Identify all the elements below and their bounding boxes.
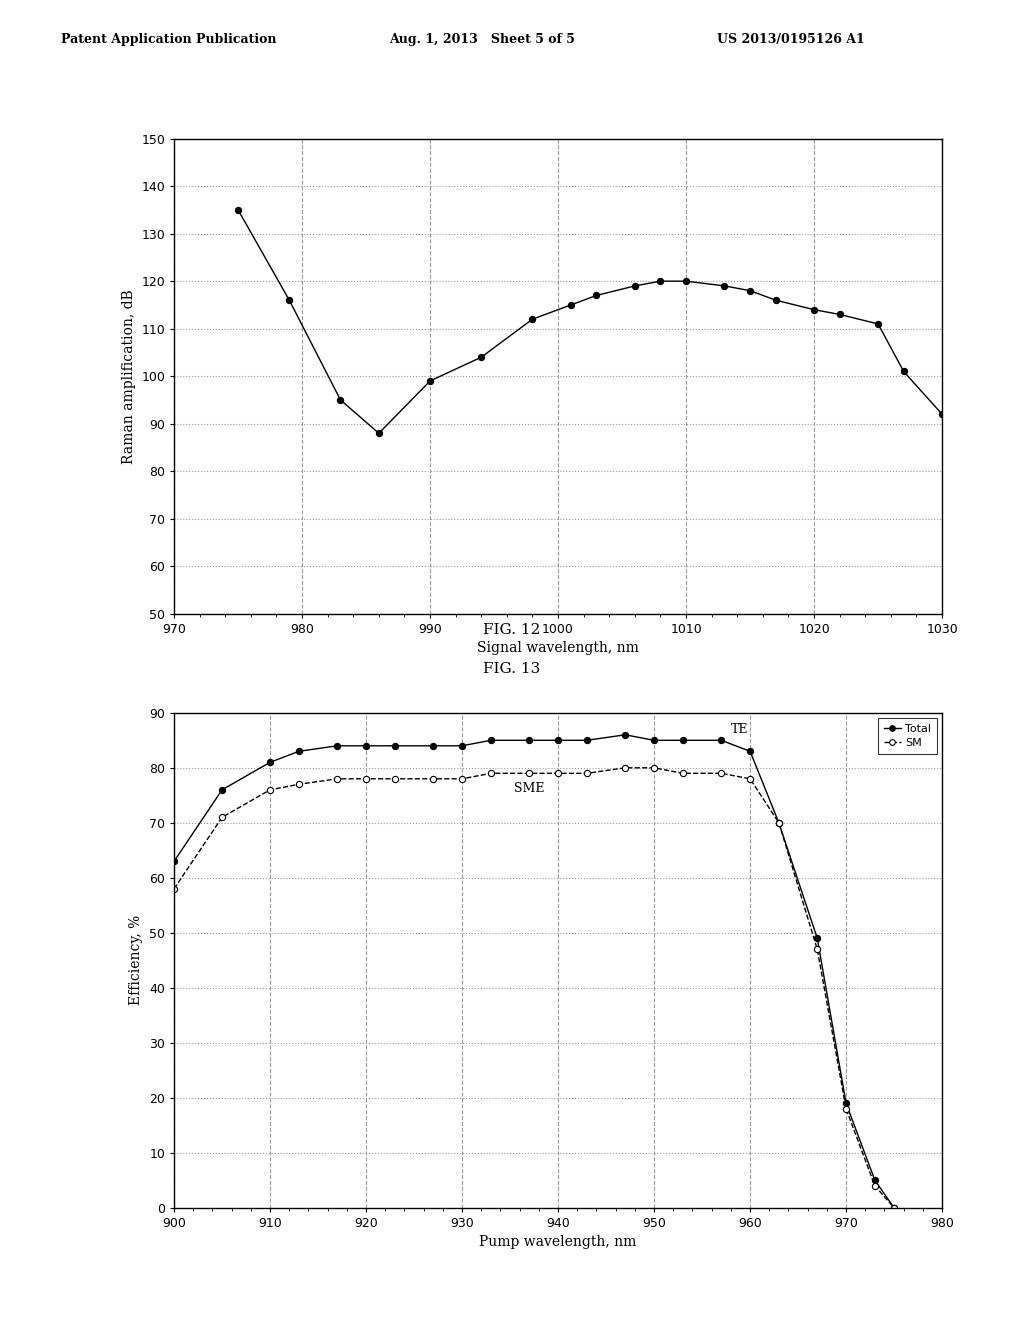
SM: [581, 766, 593, 781]
SM: [427, 771, 439, 787]
SM: [552, 766, 564, 781]
SM: [840, 1101, 852, 1117]
Total: [331, 738, 343, 754]
SM: [773, 814, 785, 830]
SM: [264, 781, 276, 797]
Y-axis label: Efficiency, %: Efficiency, %: [129, 915, 143, 1006]
Total: [811, 931, 823, 946]
SM: [523, 766, 536, 781]
Line: Total: Total: [171, 731, 897, 1210]
Text: FIG. 13: FIG. 13: [483, 663, 541, 676]
SM: [456, 771, 468, 787]
SM: [620, 760, 632, 776]
Total: [293, 743, 305, 759]
SM: [715, 766, 727, 781]
Text: SME: SME: [514, 783, 545, 795]
SM: [484, 766, 497, 781]
Y-axis label: Raman amplification, dB: Raman amplification, dB: [122, 289, 135, 463]
Total: [264, 754, 276, 770]
Total: [744, 743, 757, 759]
Total: [648, 733, 660, 748]
Total: [888, 1200, 900, 1216]
Total: [484, 733, 497, 748]
X-axis label: Signal wavelength, nm: Signal wavelength, nm: [477, 642, 639, 656]
Total: [389, 738, 401, 754]
SM: [360, 771, 373, 787]
SM: [168, 880, 180, 896]
Total: [456, 738, 468, 754]
Line: SM: SM: [171, 764, 897, 1210]
Text: US 2013/0195126 A1: US 2013/0195126 A1: [717, 33, 864, 46]
Total: [360, 738, 373, 754]
Total: [868, 1172, 881, 1188]
Total: [840, 1096, 852, 1111]
SM: [744, 771, 757, 787]
SM: [293, 776, 305, 792]
Total: [427, 738, 439, 754]
Text: Patent Application Publication: Patent Application Publication: [61, 33, 276, 46]
Total: [620, 727, 632, 743]
SM: [811, 941, 823, 957]
SM: [888, 1200, 900, 1216]
Text: TE: TE: [731, 723, 749, 735]
SM: [677, 766, 689, 781]
Legend: Total, SM: Total, SM: [879, 718, 937, 754]
Total: [216, 781, 228, 797]
SM: [389, 771, 401, 787]
Total: [677, 733, 689, 748]
Text: Aug. 1, 2013   Sheet 5 of 5: Aug. 1, 2013 Sheet 5 of 5: [389, 33, 575, 46]
Text: FIG. 12: FIG. 12: [483, 623, 541, 636]
SM: [648, 760, 660, 776]
SM: [216, 809, 228, 825]
SM: [868, 1177, 881, 1193]
Total: [168, 853, 180, 869]
Total: [523, 733, 536, 748]
Total: [552, 733, 564, 748]
SM: [331, 771, 343, 787]
Total: [581, 733, 593, 748]
Total: [715, 733, 727, 748]
Total: [773, 814, 785, 830]
X-axis label: Pump wavelength, nm: Pump wavelength, nm: [479, 1236, 637, 1250]
